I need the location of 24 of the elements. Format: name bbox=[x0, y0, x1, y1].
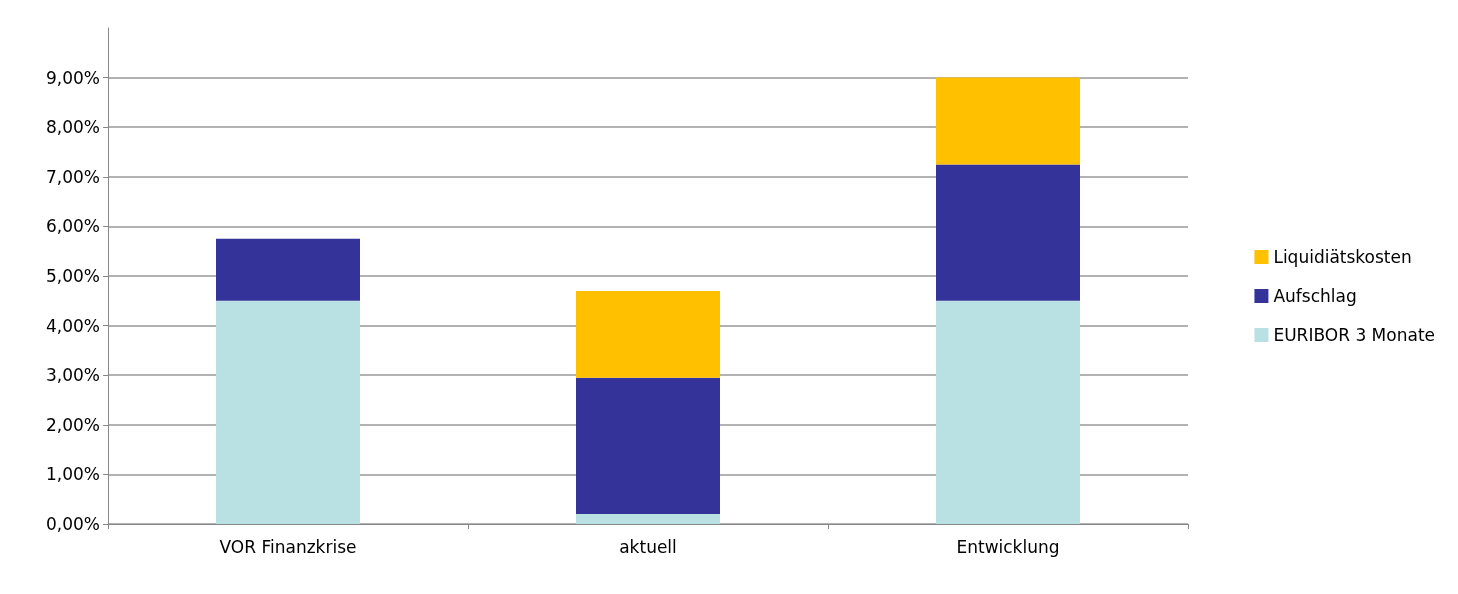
bar bbox=[936, 77, 1080, 165]
y-tick-label: 1,00% bbox=[45, 464, 100, 485]
legend-label: Liquidiätskosten bbox=[1273, 247, 1412, 267]
y-tick-label: 7,00% bbox=[45, 166, 100, 187]
bar bbox=[576, 290, 720, 378]
bar bbox=[216, 238, 360, 301]
y-tick-label: 0,00% bbox=[45, 514, 100, 534]
y-tick-label: 9,00% bbox=[45, 67, 100, 88]
y-tick-label: 2,00% bbox=[45, 414, 100, 435]
y-tick-label: 4,00% bbox=[45, 315, 100, 336]
bar bbox=[576, 377, 720, 515]
x-tick-label: aktuell bbox=[619, 536, 677, 557]
x-tick-label: VOR Finanzkrise bbox=[219, 536, 357, 557]
bar bbox=[576, 514, 720, 524]
legend-label: EURIBOR 3 Monate bbox=[1273, 325, 1435, 345]
y-tick-label: 8,00% bbox=[45, 117, 100, 138]
y-tick-label: 3,00% bbox=[45, 365, 100, 386]
bar bbox=[216, 300, 360, 524]
y-tick-label: 6,00% bbox=[45, 216, 100, 237]
x-tick-label: Entwicklung bbox=[956, 536, 1060, 557]
bar bbox=[936, 164, 1080, 301]
y-tick-label: 5,00% bbox=[45, 266, 100, 286]
bar bbox=[936, 300, 1080, 524]
legend-label: Aufschlag bbox=[1273, 286, 1357, 306]
